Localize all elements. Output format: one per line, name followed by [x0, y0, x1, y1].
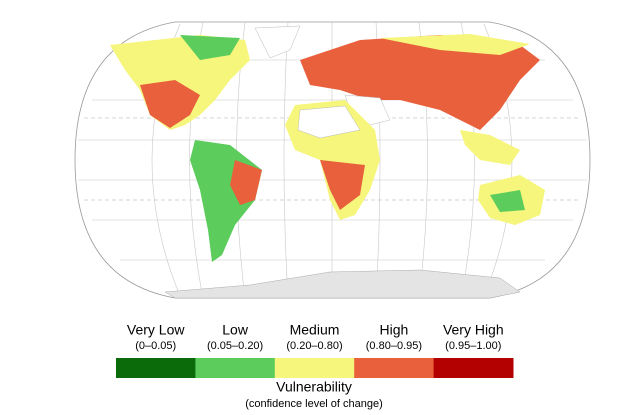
landmasses — [110, 25, 545, 299]
legend-swatch — [195, 358, 276, 378]
legend-swatch — [433, 358, 514, 378]
africa-central — [320, 160, 365, 210]
legend-range: (0.20–0.80) — [286, 340, 342, 352]
legend-label: Very Low — [127, 322, 185, 338]
legend-label: Very High — [443, 322, 504, 338]
legend-range: (0–0.05) — [135, 340, 176, 352]
legend-label: Low — [222, 322, 249, 338]
legend-range: (0.05–0.20) — [207, 340, 263, 352]
legend-swatch — [116, 358, 196, 378]
africa-sahara — [297, 105, 361, 139]
north-america-north — [180, 35, 240, 60]
south-america-high — [230, 160, 262, 205]
australia-low — [490, 190, 525, 212]
asia-north — [380, 34, 530, 55]
southeast-asia — [460, 130, 520, 165]
legend-range: (0.95–1.00) — [445, 340, 501, 352]
legend-label: Medium — [290, 322, 340, 338]
europe-asia — [300, 35, 540, 130]
legend-range: (0.80–0.95) — [366, 340, 422, 352]
legend-swatch — [274, 358, 355, 378]
north-america-high — [140, 80, 200, 128]
legend-title: Vulnerability — [276, 379, 352, 395]
legend: Very Low (0–0.05) Low (0.05–0.20) Medium (0.2… — [116, 322, 514, 378]
legend-subtitle: (confidence level of change) — [245, 398, 383, 410]
antarctica — [164, 269, 521, 299]
legend-swatch — [354, 358, 435, 378]
north-america — [110, 35, 250, 130]
legend-label: High — [380, 322, 409, 338]
map — [74, 21, 591, 299]
greenland — [254, 25, 301, 59]
